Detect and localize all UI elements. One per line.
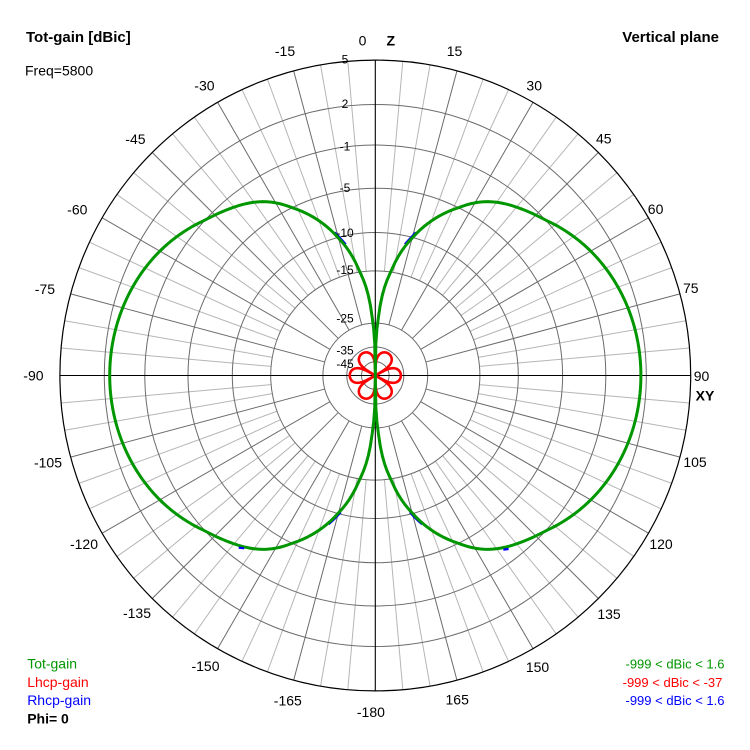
svg-text:-135: -135 xyxy=(123,605,151,621)
svg-text:-15: -15 xyxy=(336,263,354,277)
svg-text:-120: -120 xyxy=(70,536,98,552)
svg-text:-1: -1 xyxy=(340,140,351,154)
svg-text:90: 90 xyxy=(694,368,710,384)
svg-text:150: 150 xyxy=(526,659,550,675)
svg-text:-180: -180 xyxy=(357,704,385,720)
svg-text:-15: -15 xyxy=(275,43,295,59)
svg-text:-60: -60 xyxy=(67,201,87,217)
svg-text:-999 < dBic < 1.6: -999 < dBic < 1.6 xyxy=(625,657,724,672)
svg-text:-30: -30 xyxy=(194,78,214,94)
svg-text:75: 75 xyxy=(683,280,699,296)
svg-text:105: 105 xyxy=(683,454,707,470)
svg-text:60: 60 xyxy=(648,201,664,217)
svg-text:-45: -45 xyxy=(336,357,354,371)
svg-text:Phi= 0: Phi= 0 xyxy=(27,711,69,727)
svg-text:-999 < dBic < -37: -999 < dBic < -37 xyxy=(623,675,723,690)
svg-text:Tot-gain [dBic]: Tot-gain [dBic] xyxy=(26,29,131,46)
svg-text:-150: -150 xyxy=(191,658,219,674)
svg-text:30: 30 xyxy=(526,78,542,94)
svg-text:-105: -105 xyxy=(34,455,62,471)
svg-text:5: 5 xyxy=(342,52,349,66)
svg-text:Rhcp-gain: Rhcp-gain xyxy=(27,692,91,708)
svg-text:-90: -90 xyxy=(23,367,43,383)
svg-text:-35: -35 xyxy=(336,344,354,358)
svg-text:135: 135 xyxy=(597,606,621,622)
svg-text:Tot-gain: Tot-gain xyxy=(27,656,77,672)
svg-text:165: 165 xyxy=(446,691,470,707)
svg-text:-165: -165 xyxy=(274,692,302,708)
svg-text:-45: -45 xyxy=(125,131,145,147)
svg-text:-999 < dBic < 1.6: -999 < dBic < 1.6 xyxy=(625,693,724,708)
svg-text:XY: XY xyxy=(696,387,715,403)
svg-text:-10: -10 xyxy=(336,226,354,240)
svg-text:Z: Z xyxy=(387,32,396,48)
svg-text:120: 120 xyxy=(649,536,673,552)
svg-text:0: 0 xyxy=(359,33,367,49)
svg-text:Lhcp-gain: Lhcp-gain xyxy=(27,674,88,690)
svg-text:15: 15 xyxy=(447,43,463,59)
svg-text:-25: -25 xyxy=(336,312,354,326)
svg-text:2: 2 xyxy=(342,97,349,111)
svg-text:45: 45 xyxy=(596,131,612,147)
svg-text:Freq=5800: Freq=5800 xyxy=(25,63,93,79)
svg-text:-75: -75 xyxy=(35,281,55,297)
svg-text:-5: -5 xyxy=(340,181,351,195)
svg-text:Vertical plane: Vertical plane xyxy=(622,29,719,46)
